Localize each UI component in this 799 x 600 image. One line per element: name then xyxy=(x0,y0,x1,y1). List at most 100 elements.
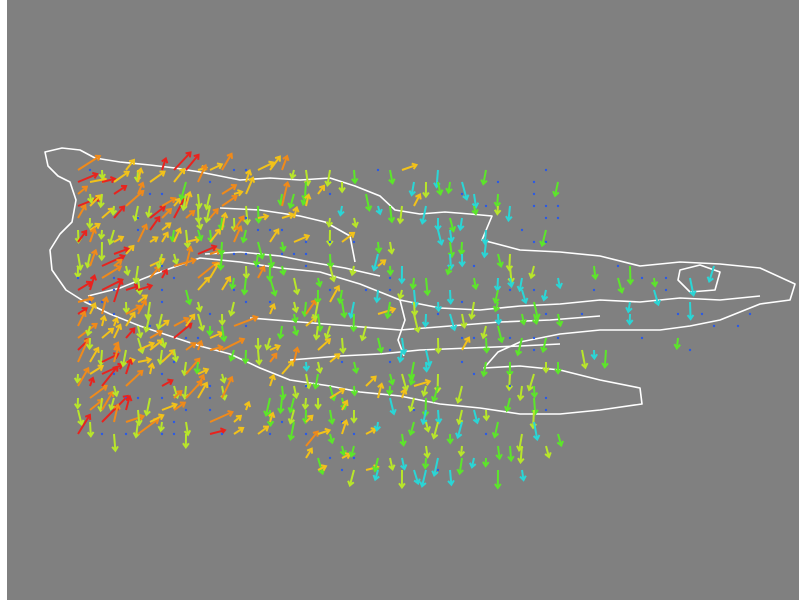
vector-shaft xyxy=(185,342,196,351)
vector-head xyxy=(112,390,120,398)
vector-head xyxy=(481,251,489,259)
vector-head xyxy=(338,387,346,395)
vector-head xyxy=(274,155,281,162)
vector-head xyxy=(198,324,206,332)
vector-shaft xyxy=(473,409,479,424)
vector-head xyxy=(186,245,194,253)
coastline xyxy=(219,207,356,263)
vector-head xyxy=(371,264,379,272)
vector-head xyxy=(492,305,501,313)
vector-head xyxy=(217,264,225,271)
vector-head xyxy=(274,343,281,351)
vector-head xyxy=(625,319,634,326)
vector-shaft xyxy=(137,342,154,351)
vector-head xyxy=(388,464,396,471)
vector-shaft xyxy=(689,277,695,296)
vector-shaft xyxy=(157,253,163,268)
vector-shaft xyxy=(99,349,103,365)
vector-head xyxy=(519,475,527,482)
vector-shaft xyxy=(197,276,210,291)
vector-head xyxy=(292,205,300,213)
vector-head xyxy=(189,210,196,217)
vector-head xyxy=(431,470,439,477)
vector-head xyxy=(101,296,110,303)
vector-shaft xyxy=(134,205,139,221)
vector-shaft xyxy=(77,297,94,303)
vector-head xyxy=(400,464,408,471)
vector-head xyxy=(447,236,455,244)
vector-head xyxy=(141,294,149,301)
vector-head xyxy=(119,253,126,261)
vector-shaft xyxy=(197,245,217,255)
vector-head xyxy=(431,433,439,440)
vector-head xyxy=(287,434,295,442)
vector-dot xyxy=(148,192,152,196)
vector-head xyxy=(407,429,416,437)
coastline xyxy=(44,147,796,415)
vector-shaft xyxy=(281,213,294,219)
vector-dot xyxy=(184,408,188,412)
vector-head xyxy=(338,186,346,194)
vector-shaft xyxy=(289,409,295,424)
vector-dot xyxy=(244,252,248,256)
vector-shaft xyxy=(99,397,103,411)
vector-head xyxy=(327,437,335,445)
vector-shaft xyxy=(269,375,275,387)
vector-dot xyxy=(736,324,740,328)
vector-shaft xyxy=(377,307,396,315)
vector-head xyxy=(493,209,502,216)
vector-shaft xyxy=(149,216,161,231)
vector-shaft xyxy=(173,151,192,171)
vector-head xyxy=(422,191,430,199)
vector-shaft xyxy=(185,192,191,207)
vector-shaft xyxy=(182,193,187,210)
vector-shaft xyxy=(161,208,172,219)
vector-head xyxy=(107,238,115,246)
vector-head xyxy=(89,227,97,234)
vector-head xyxy=(196,234,204,242)
vector-head xyxy=(126,358,134,365)
vector-dot xyxy=(172,360,176,364)
vector-head xyxy=(201,381,209,389)
vector-shaft xyxy=(77,204,87,219)
vector-head xyxy=(143,326,151,333)
vector-head xyxy=(203,276,211,283)
vector-head xyxy=(138,413,146,421)
vector-shaft xyxy=(302,193,307,205)
vector-shaft xyxy=(134,421,139,438)
vector-shaft xyxy=(209,411,233,423)
vector-shaft xyxy=(305,448,313,459)
vector-head xyxy=(421,463,430,470)
vector-head xyxy=(268,411,276,419)
vector-shaft xyxy=(173,228,181,243)
vector-dot xyxy=(280,420,284,424)
vector-shaft xyxy=(341,301,346,318)
vector-head xyxy=(480,370,488,378)
vector-shaft xyxy=(353,169,357,183)
vector-shaft xyxy=(413,301,416,315)
vector-head xyxy=(279,245,287,253)
vector-head xyxy=(238,337,246,345)
vector-dot xyxy=(280,252,284,256)
vector-head xyxy=(238,215,245,222)
vector-head xyxy=(521,297,529,305)
vector-shaft xyxy=(113,171,130,183)
vector-head xyxy=(218,319,226,326)
vector-shaft xyxy=(293,207,298,219)
vector-shaft xyxy=(372,253,379,271)
vector-head xyxy=(472,417,481,425)
vector-head xyxy=(136,331,144,339)
vector-shaft xyxy=(205,193,211,210)
vector-head xyxy=(190,342,197,349)
vector-head xyxy=(480,332,488,340)
vector-shaft xyxy=(161,403,177,411)
vector-shaft xyxy=(497,253,503,267)
vector-dot xyxy=(208,396,212,400)
vector-shaft xyxy=(449,217,455,232)
vector-head xyxy=(254,217,263,224)
vector-shaft xyxy=(289,193,295,208)
vector-head xyxy=(230,183,238,191)
vector-shaft xyxy=(413,313,420,332)
vector-dot xyxy=(196,336,200,340)
